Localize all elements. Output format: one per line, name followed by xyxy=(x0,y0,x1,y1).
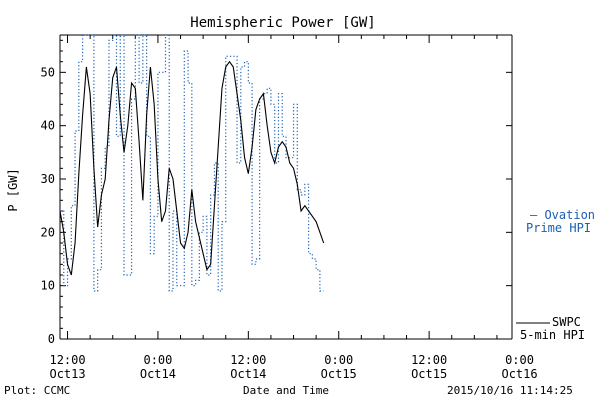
x-tick-date: Oct15 xyxy=(411,367,447,381)
legend-ovation-line1: — Ovation xyxy=(530,208,595,222)
plot-timestamp: 2015/10/16 11:14:25 xyxy=(447,384,573,397)
legend-ovation-line2: Prime HPI xyxy=(526,221,591,235)
plot-frame xyxy=(59,34,513,340)
y-tick-label: 50 xyxy=(41,65,55,79)
legend-swpc-line2: 5-min HPI xyxy=(520,328,585,342)
chart-title: Hemispheric Power [GW] xyxy=(190,15,375,31)
x-tick-date: Oct14 xyxy=(140,367,176,381)
x-tick-date: Oct14 xyxy=(230,367,266,381)
x-tick-time: 0:00 xyxy=(324,353,353,367)
y-tick-label: 30 xyxy=(41,172,55,186)
x-tick-time: 0:00 xyxy=(143,353,172,367)
x-tick-date: Oct15 xyxy=(321,367,357,381)
x-tick-date: Oct16 xyxy=(501,367,537,381)
x-tick-time: 12:00 xyxy=(230,353,266,367)
y-tick-label: 10 xyxy=(41,279,55,293)
y-tick-label: 40 xyxy=(41,119,55,133)
series-layer xyxy=(59,34,325,292)
series-line-swpc xyxy=(59,60,325,276)
y-tick-label: 20 xyxy=(41,225,55,239)
y-tick-label: 0 xyxy=(48,332,55,346)
series-line-ovation-prime xyxy=(60,34,324,292)
x-tick-time: 12:00 xyxy=(411,353,447,367)
x-tick-date: Oct13 xyxy=(49,367,85,381)
plot-credit: Plot: CCMC xyxy=(4,384,70,397)
x-axis-label: Date and Time xyxy=(243,384,329,397)
y-axis-ticks: 0 10 20 30 40 50 xyxy=(41,39,512,346)
x-axis-ticks: 12:00Oct130:00Oct1412:00Oct140:00Oct1512… xyxy=(49,35,538,381)
y-axis-label: P [GW] xyxy=(6,168,20,211)
legend-swpc-line1: SWPC xyxy=(552,315,581,329)
x-tick-time: 12:00 xyxy=(49,353,85,367)
x-tick-time: 0:00 xyxy=(505,353,534,367)
